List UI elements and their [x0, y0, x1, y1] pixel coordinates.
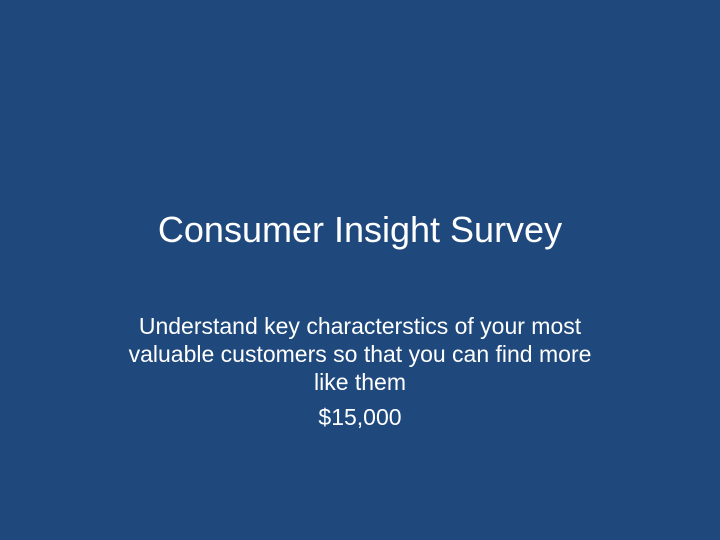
- slide-title: Consumer Insight Survey: [157, 209, 563, 250]
- slide-subtitle: Understand key characterstics of your mo…: [128, 313, 592, 395]
- price-label: $15,000: [318, 404, 402, 430]
